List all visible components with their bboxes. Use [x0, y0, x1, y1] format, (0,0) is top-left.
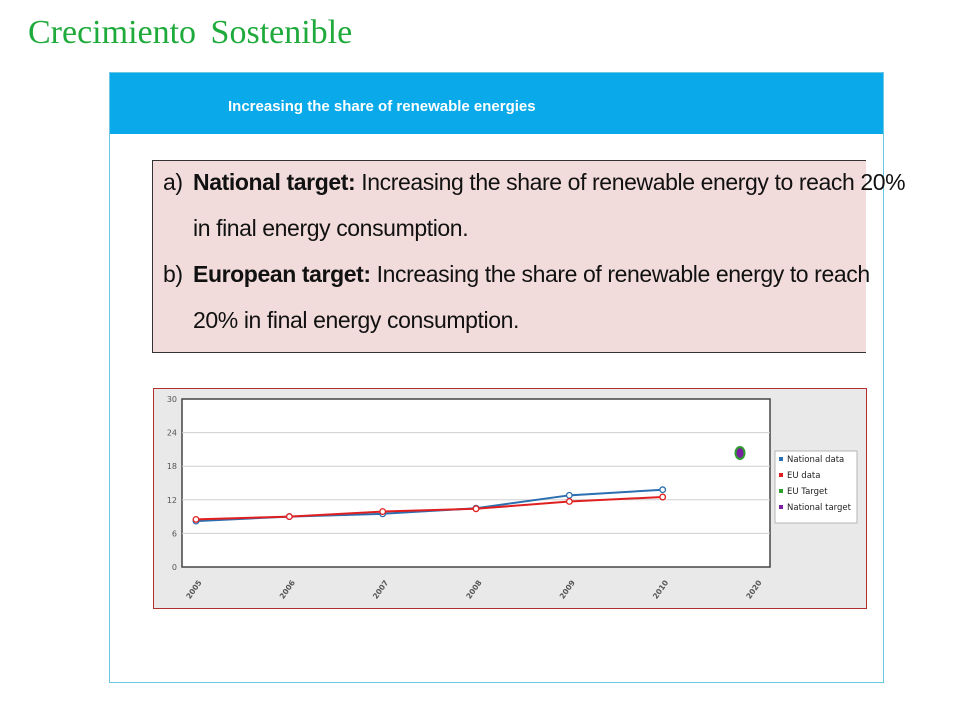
- y-tick-label: 18: [167, 462, 177, 471]
- data-point: [192, 515, 200, 523]
- x-tick-label: 2006: [278, 578, 297, 600]
- x-tick-label: 2007: [371, 578, 390, 600]
- x-tick-label: 2008: [464, 578, 483, 600]
- target-b-line: b) European target: Increasing the share …: [163, 261, 870, 288]
- x-tick-label: 2005: [184, 578, 203, 600]
- data-point: [659, 493, 667, 501]
- target-a-marker: a): [163, 169, 183, 195]
- chart-svg: 0 6 12 18 24 30 2005 2006 2007 2008 2009 2010 2020 Na…: [167, 395, 858, 601]
- y-tick-label: 0: [172, 563, 177, 572]
- renewables-chart: 0 6 12 18 24 30 2005 2006 2007 2008 2009 2010 2020 Na…: [153, 388, 867, 609]
- panel-header-title: Increasing the share of renewable energi…: [228, 98, 536, 115]
- target-b-continuation: 20% in final energy consumption.: [193, 307, 520, 333]
- legend-label: National target: [787, 503, 852, 513]
- data-point: [285, 513, 293, 521]
- slide-title: Crecimiento Sostenible: [28, 14, 353, 51]
- legend: [774, 450, 858, 524]
- legend-swatch: [779, 457, 783, 461]
- target-a-label: National target:: [193, 169, 356, 195]
- target-a-continuation: in final energy consumption.: [193, 215, 469, 241]
- legend-swatch: [779, 505, 783, 509]
- y-tick-label: 6: [172, 529, 177, 538]
- legend-swatch: [779, 489, 783, 493]
- data-point: [379, 508, 387, 516]
- plot-area: [181, 398, 771, 568]
- y-tick-label: 30: [167, 395, 177, 404]
- x-tick-label: 2009: [558, 578, 577, 600]
- series-line: [195, 496, 663, 521]
- target-b-marker: b): [163, 261, 183, 287]
- x-tick-label: 2020: [744, 578, 763, 600]
- legend-label: EU data: [787, 471, 820, 481]
- y-tick-label: 24: [167, 429, 177, 438]
- target-b-text: Increasing the share of renewable energy…: [370, 261, 871, 287]
- target-a-line: a) National target: Increasing the share …: [163, 169, 906, 196]
- data-point: [472, 505, 480, 513]
- target-b-label: European target:: [193, 261, 371, 287]
- legend-swatch: [779, 473, 783, 477]
- targets-box: a) National target: Increasing the share …: [152, 160, 906, 353]
- target-point: [736, 448, 744, 458]
- target-a-text: Increasing the share of renewable energy…: [355, 169, 906, 195]
- x-tick-label: 2010: [651, 578, 670, 600]
- legend-label: EU Target: [787, 487, 828, 497]
- y-tick-label: 12: [167, 496, 177, 505]
- data-point: [565, 498, 573, 505]
- panel-header: Increasing the share of renewable energi…: [110, 73, 883, 134]
- data-point: [659, 486, 667, 494]
- data-point: [565, 491, 573, 499]
- legend-label: National data: [787, 455, 844, 465]
